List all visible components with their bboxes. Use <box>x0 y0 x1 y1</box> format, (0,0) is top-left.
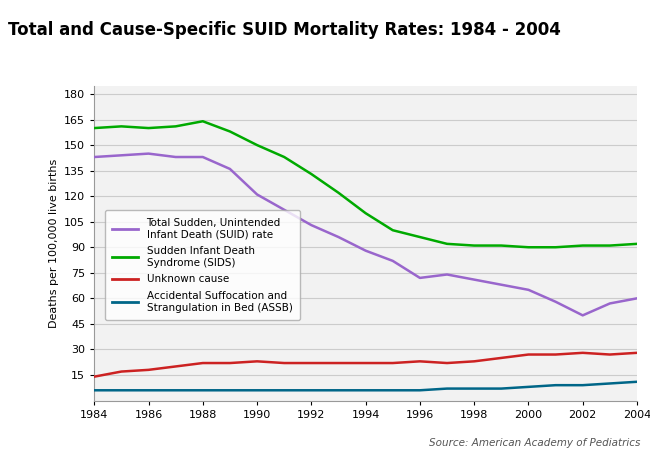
Legend: Total Sudden, Unintended
Infant Death (SUID) rate, Sudden Infant Death
Syndrome : Total Sudden, Unintended Infant Death (S… <box>105 211 300 320</box>
Text: Total and Cause-Specific SUID Mortality Rates: 1984 - 2004: Total and Cause-Specific SUID Mortality … <box>8 22 561 40</box>
Text: Source: American Academy of Pediatrics: Source: American Academy of Pediatrics <box>429 438 640 448</box>
Y-axis label: Deaths per 100,000 live births: Deaths per 100,000 live births <box>49 158 58 328</box>
